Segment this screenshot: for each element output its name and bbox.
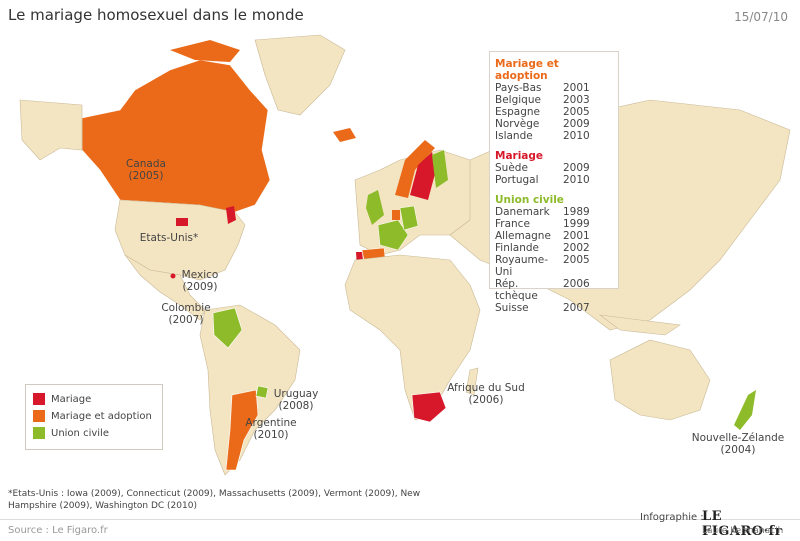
australia (609, 339, 711, 421)
label-usa: Etats-Unis* (139, 232, 199, 244)
alaska (19, 99, 83, 161)
label-argentine: Argentine (2010) (243, 417, 299, 441)
footnote: *Etats-Unis : Iowa (2009), Connecticut (… (8, 489, 421, 511)
legend-swatch-mariage-adoption (33, 410, 45, 422)
list-item: Allemagne 2001 (495, 230, 590, 242)
list-item: Islande 2010 (495, 130, 590, 142)
label-afrique-sud-year: (2006) (468, 394, 504, 406)
indonesia (598, 314, 681, 336)
legend-swatch-union-civile (33, 427, 45, 439)
section-union-civile-title: Union civile (495, 194, 564, 206)
legend-item-mariage-adoption: Mariage et adoption (33, 410, 152, 422)
list-item: Royaume-Uni 2005 (495, 254, 590, 278)
label-uruguay: Uruguay (2008) (270, 388, 322, 412)
label-nz: Nouvelle-Zélande (2004) (690, 432, 786, 456)
list-item: Suisse 2007 (495, 302, 590, 314)
world-map (0, 30, 800, 490)
label-argentine-year: (2010) (253, 429, 289, 441)
greenland (254, 34, 346, 116)
uk (366, 190, 384, 225)
canada (81, 59, 271, 213)
section-mariage-adoption-title: Mariage et adoption (495, 58, 559, 82)
label-uruguay-name: Uruguay (273, 388, 319, 400)
le-figaro-logo: LE FIGARO·fr (702, 509, 783, 539)
label-colombie-year: (2007) (168, 314, 204, 326)
label-afrique-sud: Afrique du Sud (2006) (444, 382, 528, 406)
south-america (199, 304, 301, 476)
list-item: France 1999 (495, 218, 590, 230)
list-item: Suède 2009 (495, 162, 590, 174)
benelux (392, 210, 400, 220)
mexico-marker-icon (170, 273, 176, 279)
colombie (212, 307, 243, 349)
list-item: Belgique 2003 (495, 94, 590, 106)
label-canada-name: Canada (126, 158, 166, 170)
legend-label-union-civile: Union civile (51, 427, 109, 439)
iceland (333, 128, 356, 142)
source-label: Source : Le Figaro.fr (8, 525, 108, 536)
mexico (124, 254, 206, 321)
label-colombie: Colombie (2007) (160, 302, 212, 326)
date-label: 15/07/10 (734, 10, 788, 24)
info-box: Mariage et adoption Pays-Bas 2001 Belgiqu… (489, 51, 619, 314)
legend: Mariage Mariage et adoption Union civile (25, 384, 163, 450)
list-item: Danemark 1989 (495, 206, 590, 218)
legend-label-mariage-adoption: Mariage et adoption (51, 410, 152, 422)
label-colombie-name: Colombie (161, 302, 211, 314)
legend-item-mariage: Mariage (33, 393, 91, 405)
legend-swatch-mariage (33, 393, 45, 405)
germany (399, 205, 419, 231)
iowa (176, 218, 188, 226)
section-mariage-title: Mariage (495, 150, 544, 162)
list-item: Rép. tchèque 2006 (495, 278, 590, 302)
credit-label: Infographie : (640, 512, 704, 523)
afrique-du-sud (411, 391, 447, 423)
label-uruguay-year: (2008) (278, 400, 314, 412)
uruguay (255, 385, 269, 399)
france (377, 219, 409, 251)
canada-islands (170, 40, 240, 62)
page-title: Le mariage homosexuel dans le monde (8, 6, 304, 24)
label-nz-name: Nouvelle-Zélande (691, 432, 785, 444)
list-item: Finlande 2002 (495, 242, 590, 254)
label-mexico: Mexico (2009) (175, 269, 225, 293)
author-label: Laure Kermanac'h (702, 526, 784, 536)
map-frame: Le mariage homosexuel dans le monde 15/0… (0, 6, 800, 520)
list-item: Espagne 2005 (495, 106, 590, 118)
list-item: Portugal 2010 (495, 174, 590, 186)
madagascar (465, 367, 479, 396)
norway (395, 140, 435, 198)
label-nz-year: (2004) (720, 444, 756, 456)
list-item: Pays-Bas 2001 (495, 82, 590, 94)
legend-item-union-civile: Union civile (33, 427, 109, 439)
label-canada-year: (2005) (128, 170, 164, 182)
label-argentine-name: Argentine (245, 417, 297, 429)
new-zealand (734, 390, 756, 430)
label-mexico-year: (2009) (182, 281, 218, 293)
list-item: Norvège 2009 (495, 118, 590, 130)
label-afrique-sud-name: Afrique du Sud (447, 382, 525, 394)
sweden (410, 152, 436, 200)
legend-label-mariage: Mariage (51, 393, 92, 405)
finland (432, 150, 448, 188)
label-mexico-name: Mexico (181, 269, 219, 281)
label-canada: Canada (2005) (122, 158, 170, 182)
new-england (226, 206, 236, 224)
